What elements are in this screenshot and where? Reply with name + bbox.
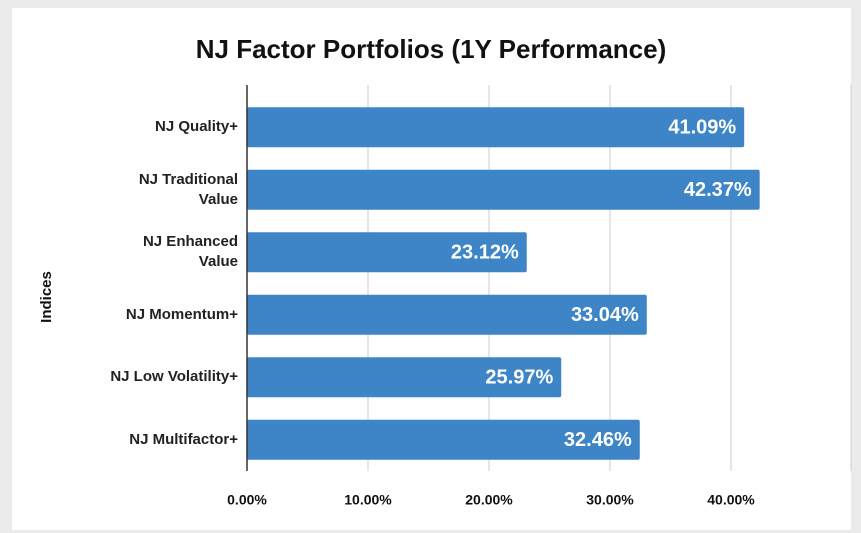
x-tick-label: 30.00% [586,492,634,508]
value-label: 33.04% [571,304,639,326]
bar [247,419,640,460]
y-tick-label: NJ Momentum+ [125,305,238,323]
value-label: 42.37% [684,179,752,201]
y-tick-label: NJ Enhanced Value [142,233,238,271]
y-axis-label: Indices [38,271,55,323]
x-tick-label: 40.00% [707,492,755,508]
value-label: 32.46% [564,429,632,451]
bar [247,107,745,148]
y-tick-label: NJ Multifactor+ [129,430,238,448]
x-tick-label: 0.00% [227,492,267,508]
value-label: 41.09% [668,117,736,139]
y-tick-label: NJ Traditional Value [138,170,238,208]
x-tick-label: 20.00% [465,492,513,508]
chart-title: NJ Factor Portfolios (1Y Performance) [196,34,667,64]
value-label: 23.12% [451,242,519,264]
value-label: 25.97% [485,367,553,389]
bar [247,232,527,273]
bar [247,357,562,398]
bar [247,294,647,335]
y-tick-label: NJ Low Volatility+ [110,368,238,386]
x-tick-label: 10.00% [344,492,392,508]
bar [247,169,760,210]
y-tick-label: NJ Quality+ [155,118,238,136]
